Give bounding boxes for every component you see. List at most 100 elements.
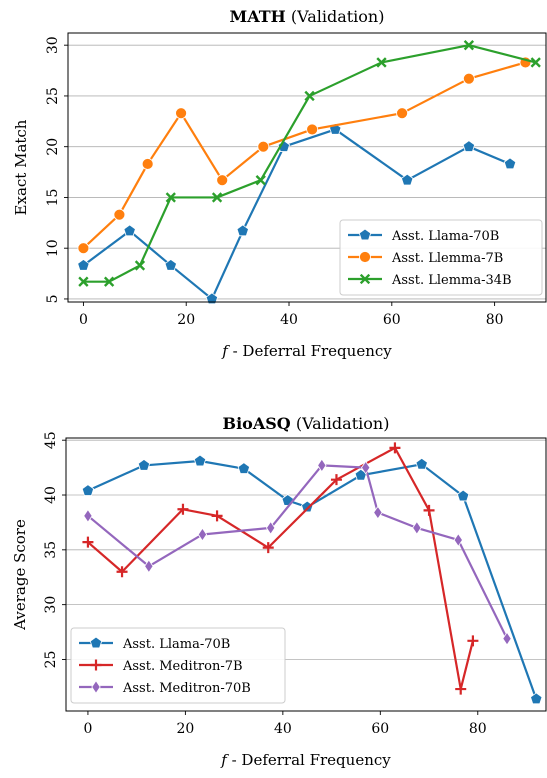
data-point <box>116 566 128 578</box>
plot-frame <box>67 32 547 303</box>
x-axis-label-rest: - Deferral Frequency <box>228 342 392 360</box>
data-point <box>236 224 249 237</box>
x-axis-label: f - Deferral Frequency <box>220 751 391 769</box>
data-point <box>103 276 115 287</box>
data-point <box>330 474 342 486</box>
y-tick-label: 25 <box>43 651 59 669</box>
data-point <box>134 260 146 271</box>
legend-marker <box>90 659 102 671</box>
y-tick-label: 5 <box>45 294 61 303</box>
data-point <box>237 462 251 474</box>
y-tick-label: 35 <box>43 541 59 559</box>
data-point <box>211 510 223 522</box>
x-tick-label: 40 <box>274 721 292 737</box>
y-tick-label: 30 <box>45 36 61 54</box>
y-tick-label: 25 <box>45 87 61 105</box>
data-point <box>77 258 90 271</box>
chart-title-rest: (Validation) <box>291 414 390 433</box>
data-point <box>83 508 93 523</box>
legend-box <box>339 219 543 296</box>
chart-title: BioASQ (Validation) <box>223 414 390 433</box>
data-point <box>401 173 414 186</box>
data-point <box>463 72 475 85</box>
legend: Asst. Llama-70B Asst. Meditron-7B Asst. Me… <box>70 627 286 704</box>
data-point <box>255 175 266 186</box>
x-tick-label: 0 <box>83 721 92 737</box>
data-point <box>82 536 94 548</box>
data-point <box>78 276 89 287</box>
chart-title-bold: MATH <box>230 7 286 26</box>
data-point <box>306 123 319 136</box>
x-tick-label: 80 <box>486 312 504 328</box>
data-point <box>373 505 383 520</box>
x-axis-label-var: f <box>220 751 229 769</box>
data-point <box>389 442 401 454</box>
chart-title-rest: (Validation) <box>286 7 385 26</box>
data-point <box>376 57 387 68</box>
data-point <box>137 458 151 471</box>
data-point <box>257 140 270 153</box>
legend-marker <box>358 228 372 241</box>
data-point <box>396 107 408 120</box>
data-point <box>361 460 371 475</box>
data-point <box>141 158 154 170</box>
x-axis-label-rest: - Deferral Frequency <box>227 751 391 769</box>
data-point <box>193 454 207 467</box>
data-point <box>175 107 187 120</box>
data-point <box>467 635 479 647</box>
bioasq-chart: 0 20 40 60 80 25 30 35 40 45 BioASQ (Validation) f … <box>11 414 547 769</box>
data-point <box>165 192 176 203</box>
x-axis-label: f - Deferral Frequency <box>221 342 392 360</box>
x-tick-label: 0 <box>79 312 88 328</box>
y-tick-label: 30 <box>43 596 59 614</box>
x-tick-label: 60 <box>383 312 401 328</box>
data-point <box>113 208 126 221</box>
x-tick-label: 20 <box>177 312 195 328</box>
data-point <box>205 292 219 305</box>
y-tick-label: 20 <box>45 138 61 156</box>
data-point <box>304 90 315 102</box>
legend-label: Asst. Llemma-7B <box>391 251 503 266</box>
legend-marker <box>359 273 371 285</box>
data-point <box>216 174 229 187</box>
data-point <box>455 683 467 695</box>
series-line-1 <box>82 61 526 250</box>
x-axis-label-var: f <box>221 342 230 360</box>
data-point <box>265 520 276 535</box>
legend-label: Asst. Meditron-7B <box>122 659 243 674</box>
data-point <box>77 242 90 255</box>
plot-frame <box>65 437 547 712</box>
math-chart: 0 20 40 60 80 5 10 15 20 25 30 MATH (Validation) f -… <box>12 7 547 360</box>
legend-marker <box>359 251 371 263</box>
data-point <box>197 527 208 542</box>
series-line-2 <box>83 44 536 283</box>
series-line-2 <box>87 464 509 640</box>
data-point <box>415 457 428 470</box>
chart-title-bold: BioASQ <box>223 414 291 433</box>
data-point <box>164 258 177 271</box>
legend-box <box>70 627 286 704</box>
legend-marker <box>91 680 101 694</box>
chart-title: MATH (Validation) <box>230 7 385 26</box>
data-point <box>456 489 470 502</box>
data-point <box>144 559 154 574</box>
data-point <box>211 192 223 203</box>
legend-label: Asst. Llama-70B <box>122 637 230 652</box>
legend-marker <box>89 636 103 649</box>
y-tick-label: 45 <box>43 431 59 449</box>
series-line-0 <box>87 459 538 700</box>
data-point <box>81 484 95 496</box>
data-point <box>317 458 327 473</box>
y-tick-label: 15 <box>45 189 61 207</box>
data-point <box>530 57 541 68</box>
legend-label: Asst. Meditron-70B <box>122 681 251 696</box>
legend-label: Asst. Llemma-34B <box>391 273 512 288</box>
data-point <box>423 504 435 516</box>
data-point <box>463 40 475 51</box>
data-point <box>502 631 512 646</box>
data-point <box>412 520 422 535</box>
y-axis-label: Exact Match <box>12 119 30 215</box>
data-point <box>462 140 476 152</box>
